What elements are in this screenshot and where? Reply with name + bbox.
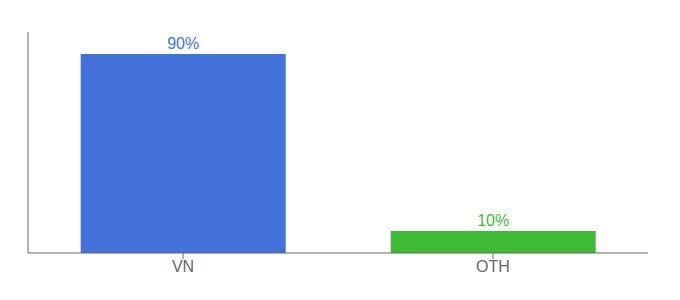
svg-text:90%: 90% — [167, 35, 199, 52]
svg-text:VN: VN — [172, 258, 194, 275]
svg-text:10%: 10% — [477, 212, 509, 229]
svg-text:OTH: OTH — [476, 258, 510, 275]
